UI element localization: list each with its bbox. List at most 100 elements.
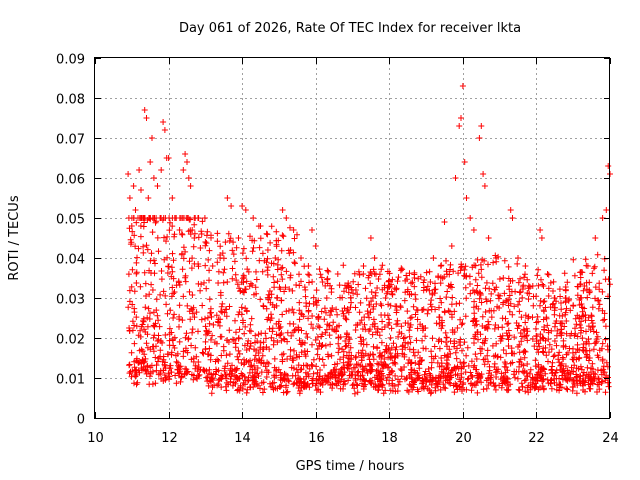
roti-data-point: [158, 167, 165, 173]
roti-scatter-point: [303, 303, 310, 310]
roti-scatter-point: [495, 292, 502, 299]
roti-scatter-point: [389, 276, 396, 283]
roti-scatter-point: [328, 289, 335, 296]
roti-scatter-point: [219, 309, 226, 316]
roti-data-point: [480, 171, 487, 177]
roti-scatter-point: [387, 387, 394, 394]
roti-scatter-point: [398, 367, 405, 374]
roti-scatter-point: [398, 373, 405, 380]
roti-scatter-point: [313, 302, 320, 309]
roti-scatter-point: [537, 337, 544, 343]
roti-scatter-point: [150, 343, 157, 350]
roti-scatter-point: [301, 348, 308, 354]
roti-scatter-point: [560, 342, 567, 349]
roti-scatter-point: [127, 241, 134, 248]
roti-scatter-point: [363, 295, 370, 302]
roti-scatter-point: [572, 325, 578, 332]
roti-scatter-point: [540, 386, 547, 393]
plot-frame: [94, 57, 610, 419]
roti-scatter-point: [553, 318, 560, 324]
roti-scatter-point: [263, 230, 270, 237]
y-tick-labels: 0 0.01 0.02 0.03 0.04 0.05 0.06 0.07 0.08 0.09: [56, 53, 85, 428]
roti-scatter-point: [428, 359, 435, 366]
roti-data-point: [537, 227, 544, 233]
roti-scatter-point: [577, 363, 584, 370]
roti-scatter-point: [478, 266, 485, 273]
roti-scatter-point: [152, 320, 159, 327]
roti-scatter-point: [234, 387, 241, 394]
roti-scatter-point: [566, 369, 572, 376]
roti-scatter-point: [188, 371, 195, 378]
roti-scatter-point: [600, 317, 607, 324]
roti-scatter-point: [301, 284, 308, 291]
roti-scatter-point: [160, 356, 167, 363]
roti-scatter-point: [227, 365, 234, 372]
roti-scatter-point: [509, 311, 516, 318]
roti-scatter-point: [518, 338, 525, 345]
roti-scatter-point: [493, 366, 500, 373]
roti-scatter-point: [558, 300, 564, 306]
roti-scatter-point: [218, 352, 225, 359]
roti-scatter-point: [323, 326, 330, 333]
roti-scatter-point: [582, 317, 589, 324]
roti-scatter-point: [340, 354, 347, 361]
roti-scatter-point: [364, 310, 371, 317]
roti-scatter-point: [581, 305, 588, 312]
roti-scatter-point: [500, 377, 507, 384]
roti-scatter-point: [468, 372, 475, 379]
roti-scatter-point: [151, 323, 158, 330]
roti-scatter-point: [182, 345, 189, 352]
roti-scatter-point: [287, 247, 294, 253]
roti-scatter-point: [255, 331, 262, 338]
roti-scatter-point: [540, 299, 547, 305]
roti-scatter-point: [423, 374, 430, 381]
roti-scatter-point: [298, 384, 305, 391]
roti-scatter-point: [193, 309, 200, 316]
roti-scatter-point: [135, 245, 142, 252]
roti-scatter-point: [254, 338, 261, 345]
roti-data-point: [463, 195, 470, 201]
roti-scatter-point: [317, 367, 323, 373]
roti-scatter-point: [474, 256, 481, 263]
x-tick-label: 22: [528, 431, 545, 446]
roti-scatter-point: [291, 327, 298, 334]
roti-scatter-point: [551, 338, 558, 344]
roti-scatter-point: [284, 388, 291, 395]
roti-scatter-point: [331, 361, 338, 368]
roti-scatter-point: [372, 292, 379, 299]
roti-scatter-point: [161, 234, 167, 241]
roti-scatter-point: [148, 281, 155, 288]
roti-scatter-point: [251, 377, 258, 384]
roti-scatter-point: [599, 288, 606, 295]
roti-scatter-point: [316, 373, 323, 380]
roti-scatter-point: [191, 221, 198, 228]
roti-scatter-point: [177, 378, 184, 385]
roti-scatter-point: [217, 333, 224, 340]
roti-data-point: [191, 235, 198, 241]
roti-scatter-point: [556, 286, 563, 293]
roti-scatter-point: [406, 346, 413, 353]
roti-scatter-point: [467, 290, 474, 297]
roti-scatter-point: [387, 334, 394, 341]
roti-scatter-point: [278, 265, 285, 272]
roti-scatter-point: [549, 301, 556, 308]
roti-scatter-point: [137, 327, 144, 334]
roti-scatter-point: [535, 282, 542, 289]
roti-scatter-point: [178, 230, 185, 237]
roti-scatter-point: [263, 344, 270, 351]
roti-scatter-point: [457, 342, 464, 349]
roti-data-point: [448, 243, 455, 249]
roti-scatter-point: [288, 332, 295, 339]
roti-scatter-point: [305, 271, 312, 278]
roti-scatter-point: [223, 379, 230, 386]
roti-scatter-point: [483, 279, 490, 286]
roti-scatter-point: [378, 339, 385, 346]
roti-scatter-point: [218, 303, 225, 310]
roti-scatter-point: [592, 295, 598, 302]
roti-scatter-point: [563, 330, 570, 337]
roti-scatter-point: [146, 267, 153, 274]
roti-scatter-point: [581, 283, 588, 289]
roti-scatter-point: [443, 257, 449, 264]
roti-scatter-point: [594, 352, 601, 359]
roti-scatter-point: [394, 278, 401, 285]
